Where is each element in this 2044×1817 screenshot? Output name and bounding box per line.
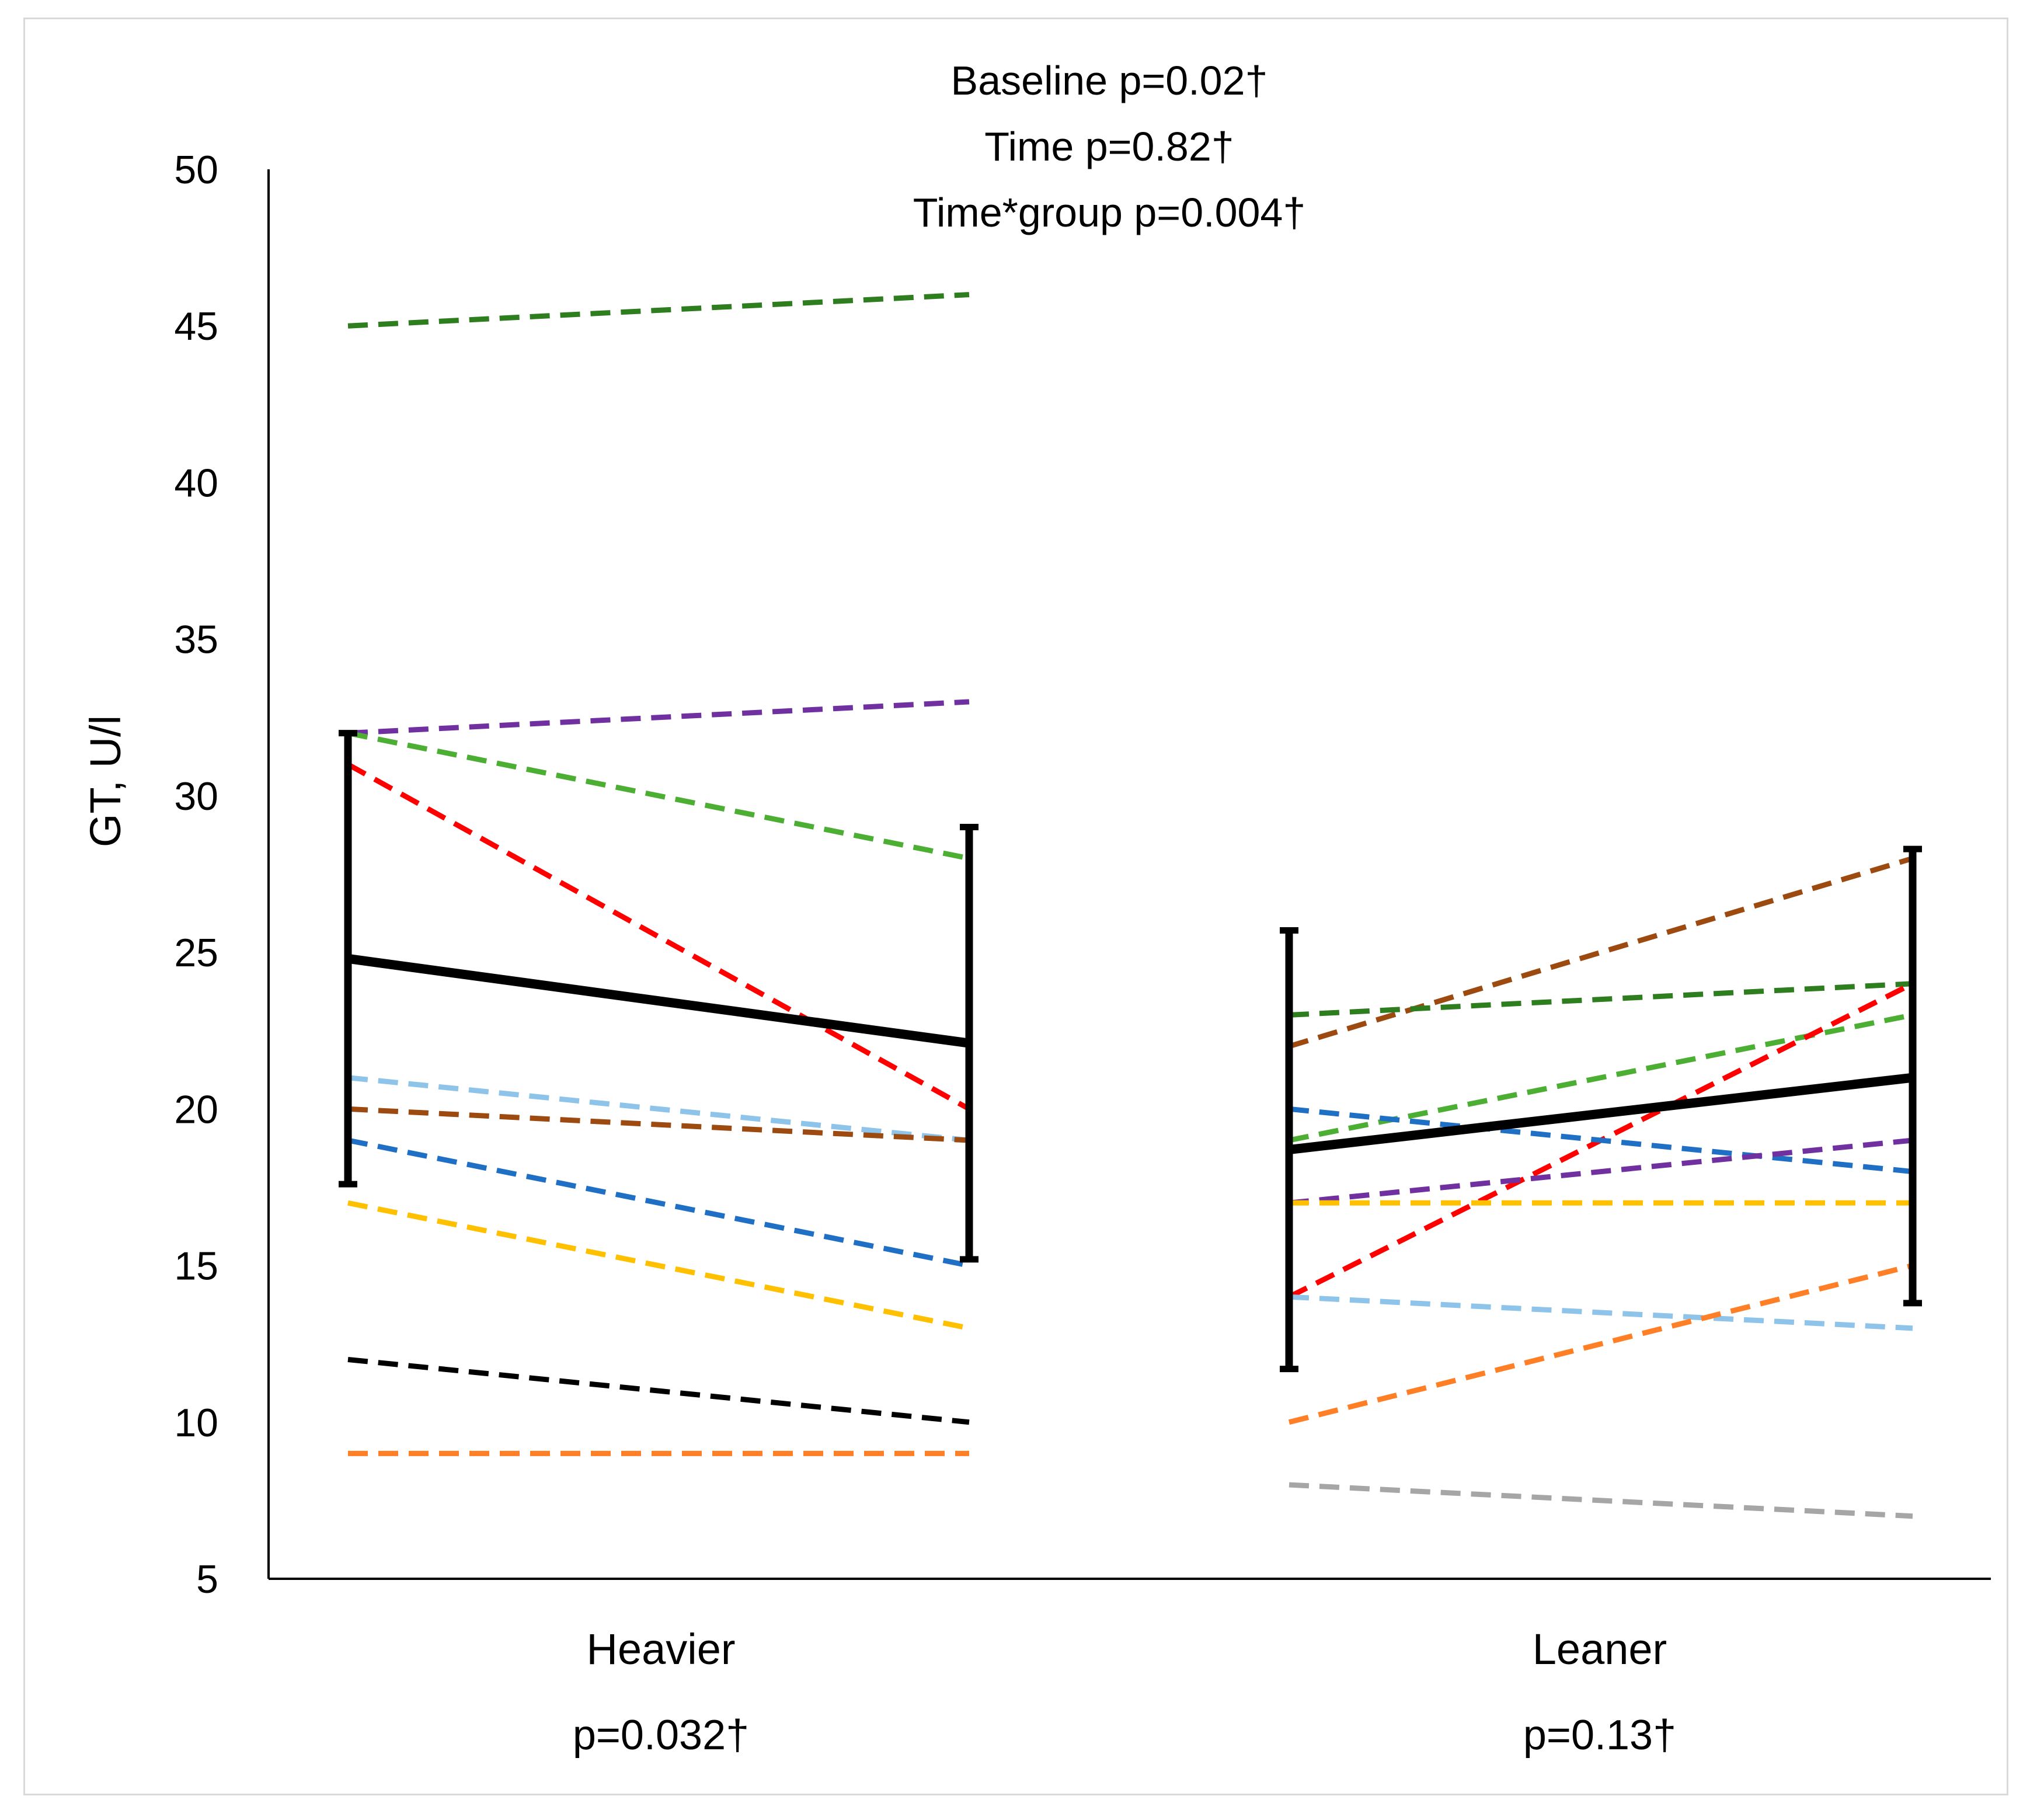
- series-line-heavier-5: [347, 1075, 970, 1143]
- series-line-heavier-4: [346, 762, 971, 1112]
- series-line-leaner-5: [1289, 1106, 1913, 1175]
- series-line-heavier-8: [347, 1200, 970, 1331]
- axis-layer: [267, 169, 1991, 1580]
- series-line-heavier-1: [347, 292, 970, 329]
- series-line-heavier-7: [347, 1137, 970, 1268]
- tick-layer: 5 10 15 20 25 30 35 40 45 50: [174, 148, 218, 1602]
- category-label-leaner: Leaner: [1533, 1625, 1667, 1673]
- p-value-leaner: p=0.13†: [1523, 1712, 1676, 1759]
- y-tick-label-45: 45: [174, 304, 218, 349]
- annotation-time: Time p=0.82†: [984, 124, 1234, 169]
- mean-line-heavier: [347, 953, 970, 1048]
- series-line-leaner-6: [1289, 1137, 1913, 1206]
- p-value-heavier: p=0.032†: [573, 1712, 749, 1759]
- mean-line-leaner: [1289, 1073, 1913, 1155]
- y-tick-label-40: 40: [174, 461, 218, 505]
- series-line-leaner-10: [1289, 1482, 1913, 1519]
- y-axis-label: GT, U/l: [81, 715, 130, 847]
- series-line-heavier-3: [347, 730, 970, 861]
- y-tick-label-15: 15: [174, 1244, 218, 1289]
- series-line-leaner-3: [1289, 1012, 1913, 1143]
- series-line-heavier-9: [347, 1357, 970, 1425]
- y-tick-label-30: 30: [174, 774, 218, 819]
- series-line-heavier-2: [347, 699, 970, 736]
- series-line-leaner-1: [1288, 855, 1914, 1049]
- annotation-baseline: Baseline p=0.02†: [951, 58, 1268, 103]
- y-tick-label-10: 10: [174, 1401, 218, 1445]
- category-label-heavier: Heavier: [587, 1625, 736, 1673]
- y-tick-label-50: 50: [174, 148, 218, 192]
- chart-frame: [23, 18, 2008, 1795]
- series-line-heavier-6: [347, 1106, 970, 1143]
- y-tick-label-25: 25: [174, 931, 218, 975]
- y-tick-label-20: 20: [174, 1087, 218, 1132]
- series-line-leaner-9: [1288, 1263, 1914, 1425]
- series-layer: [346, 292, 1914, 1519]
- mean-layer: [339, 730, 1922, 1373]
- y-tick-label-5: 5: [196, 1557, 218, 1602]
- annotation-time-group: Time*group p=0.004†: [913, 190, 1306, 235]
- series-line-leaner-2: [1289, 981, 1913, 1018]
- series-line-leaner-8: [1289, 1294, 1913, 1331]
- y-tick-label-35: 35: [174, 618, 218, 662]
